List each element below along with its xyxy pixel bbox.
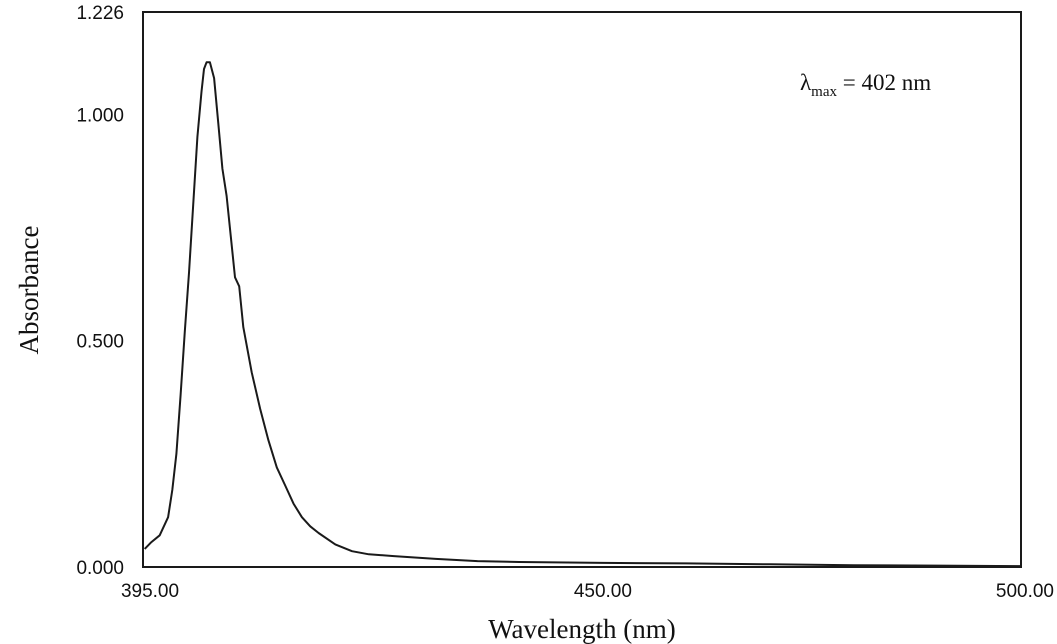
x-tick-labels: 395.00 450.00 500.00	[121, 581, 1054, 602]
y-tick-label: 0.500	[76, 332, 124, 353]
lambda-max-annotation: λmax = 402 nm	[800, 70, 931, 100]
plot-frame	[142, 11, 1022, 568]
absorbance-series-line	[143, 61, 1022, 568]
y-tick-label: 1.226	[76, 3, 124, 24]
x-tick-label: 500.00	[996, 581, 1054, 602]
y-axis-title: Absorbance	[14, 226, 44, 355]
y-tick-label: 0.000	[76, 558, 124, 579]
y-tick-labels: 0.000 0.500 1.000 1.226	[76, 3, 124, 579]
y-tick-label: 1.000	[76, 105, 124, 126]
x-tick-label: 450.00	[574, 581, 632, 602]
lambda-symbol: λ	[800, 70, 812, 95]
lambda-value: = 402 nm	[837, 70, 931, 95]
lambda-subscript: max	[811, 84, 837, 100]
x-axis-title: Wavelength (nm)	[488, 614, 676, 644]
x-tick-label: 395.00	[121, 581, 179, 602]
